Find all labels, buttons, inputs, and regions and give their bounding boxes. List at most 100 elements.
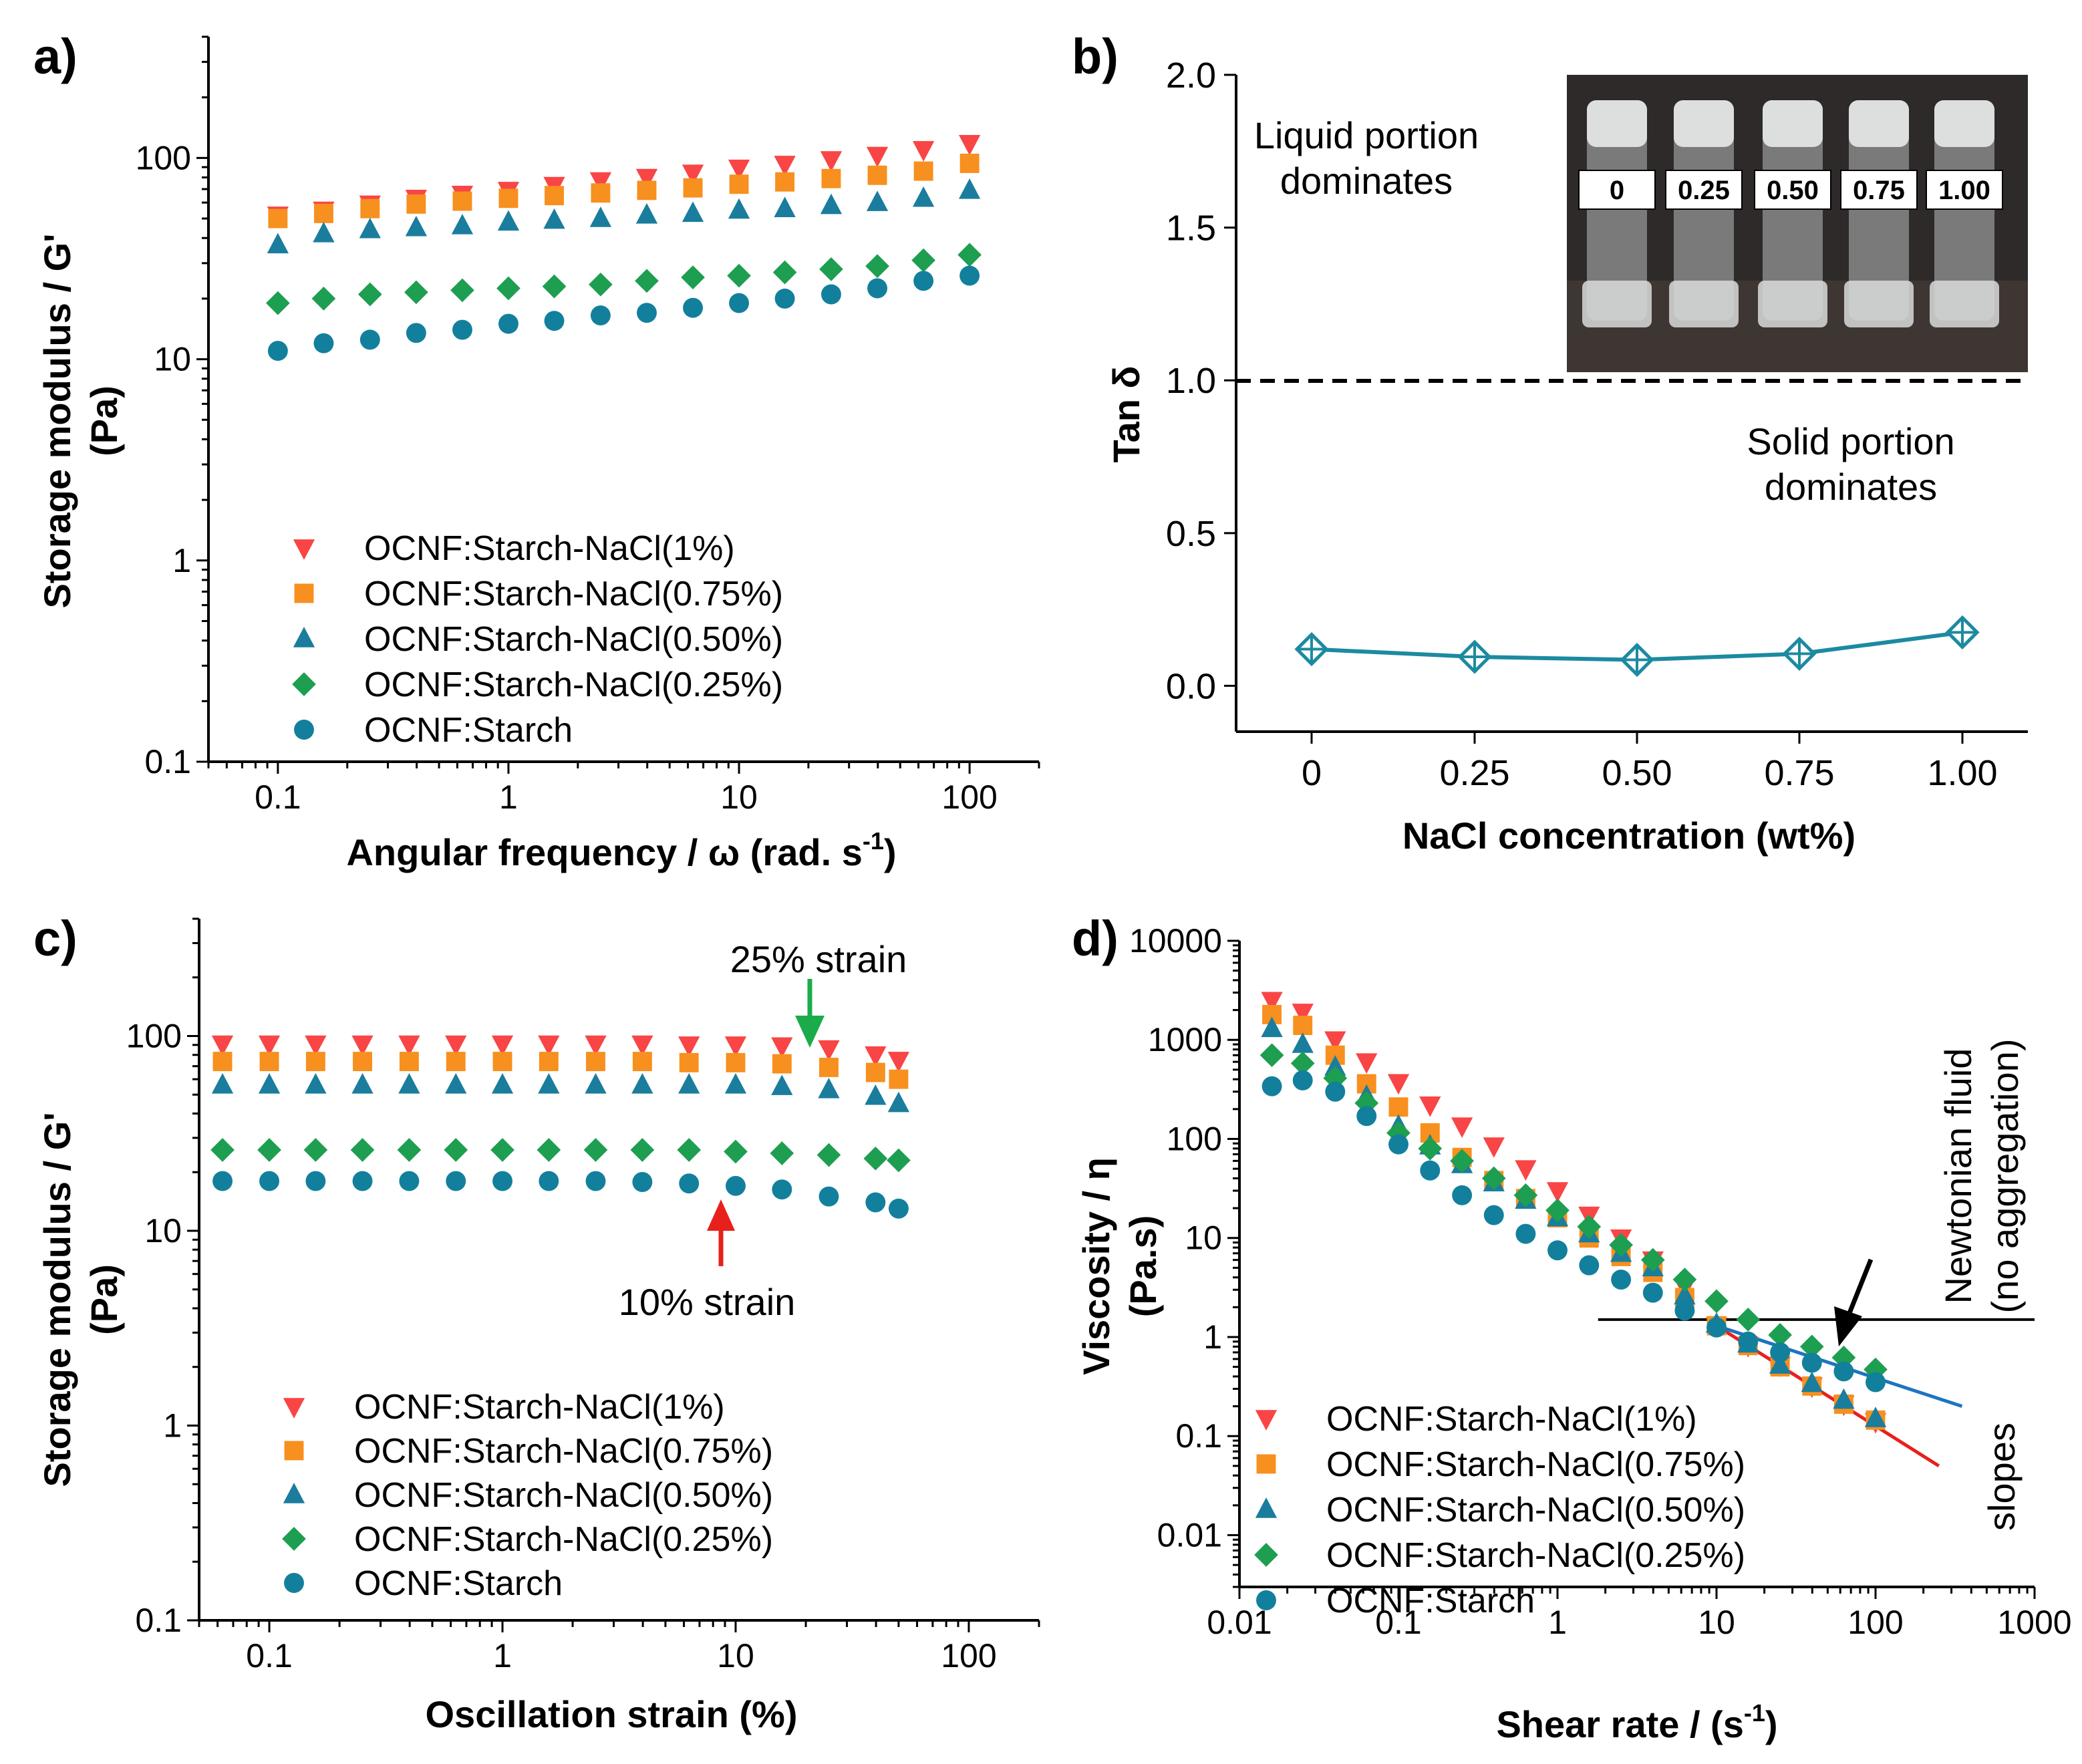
data-point: [774, 156, 796, 176]
data-point: [632, 1172, 653, 1192]
inset-vial-label-box: [1840, 170, 1918, 210]
y-tick-label: 100: [1167, 1120, 1222, 1157]
data-point: [352, 1171, 373, 1191]
data-point: [445, 1035, 467, 1056]
data-point: [821, 284, 841, 305]
data-point: [1864, 1407, 1887, 1427]
inset-vial: 0: [1578, 100, 1656, 327]
inset-vial-label: 0.75: [1853, 176, 1905, 205]
data-point: [770, 1141, 794, 1165]
data-point: [542, 274, 567, 299]
data-point: [1801, 1352, 1822, 1373]
legend-marker: [294, 720, 314, 740]
data-point: [1290, 1051, 1315, 1076]
data-point: [491, 1073, 514, 1094]
data-point: [1545, 1198, 1570, 1223]
data-point: [888, 1198, 909, 1219]
data-point: [311, 287, 336, 311]
data-point: [1292, 1004, 1314, 1024]
x-tick-label: 1.00: [1927, 753, 1997, 793]
data-point: [305, 1073, 327, 1094]
data-point: [1738, 1331, 1759, 1352]
x-tick-label: 1: [499, 778, 518, 816]
data-point: [305, 1171, 326, 1191]
y-tick-label: 1: [163, 1407, 182, 1445]
panel-b-x-axis-label: NaCl concentration (wt%): [1402, 815, 1855, 857]
data-point: [404, 280, 428, 305]
data-point: [683, 178, 703, 198]
data-point: [537, 1138, 561, 1162]
x-tick-label: 100: [941, 778, 997, 816]
y-tick-label: 1000: [1148, 1021, 1222, 1058]
data-point: [1259, 1043, 1284, 1068]
data-point: [635, 168, 658, 190]
panel-b-solid-label-2: dominates: [1765, 466, 1937, 508]
data-point: [863, 1146, 888, 1171]
data-point: [1325, 1081, 1346, 1102]
data-point: [1356, 1053, 1378, 1074]
legend-marker: [1254, 1543, 1278, 1567]
data-point: [305, 1052, 325, 1072]
data-point: [1770, 1342, 1791, 1362]
data-point: [1642, 1282, 1663, 1303]
tan-delta-point: [1457, 639, 1492, 674]
data-point: [583, 1138, 608, 1162]
panel-d-chart: 0.01 0.1 1 10 100 10000.010.1110100100010000 …: [1075, 922, 2072, 1745]
data-point: [1388, 1097, 1408, 1117]
legend-label: OCNF:Starch-NaCl(0.25%): [354, 1520, 773, 1559]
y-tick-label: 0.1: [1175, 1417, 1222, 1455]
data-point: [913, 161, 933, 181]
panel-d-axes: 0.01 0.1 1 10 100 1000 0.01 0.1 1 10 100 1000 10000: [1129, 922, 2072, 1641]
data-point: [866, 146, 889, 168]
data-point: [357, 282, 382, 307]
data-point: [1672, 1268, 1697, 1292]
data-point: [1674, 1300, 1695, 1321]
panel-a-y-axis-unit: (Pa): [83, 386, 125, 456]
data-point: [305, 1035, 327, 1056]
data-point: [589, 206, 612, 227]
panel-a-points: [266, 134, 982, 361]
tan-delta-point: [1782, 636, 1817, 671]
data-point: [359, 217, 381, 239]
data-point: [303, 1138, 328, 1162]
panel-b-y-axis-label: Tan δ: [1105, 366, 1147, 463]
inset-vial: 0.50: [1754, 100, 1831, 327]
data-point: [1388, 1134, 1408, 1155]
inset-vial-label-box: [1926, 170, 2003, 210]
inset-vial-label: 1.00: [1938, 176, 1990, 205]
data-point: [490, 1138, 514, 1162]
legend-marker: [293, 539, 315, 560]
data-point: [631, 1035, 653, 1056]
legend-label: OCNF:Starch-NaCl(0.50%): [1326, 1491, 1745, 1529]
panel-c-axes: 0.1 1 10 100 0.1 1 10 100: [126, 917, 1040, 1674]
data-point: [724, 1036, 747, 1057]
data-point: [1483, 1205, 1504, 1225]
data-point: [913, 271, 934, 291]
data-point: [1546, 1182, 1569, 1203]
data-point: [772, 1179, 792, 1200]
panel-a-x-axis-label: Angular frequency / ω (rad. s-1): [346, 827, 896, 873]
panel-c-green-annotation: 25% strain: [730, 938, 907, 980]
legend-label: OCNF:Starch-NaCl(1%): [1326, 1400, 1697, 1439]
data-point: [399, 1052, 419, 1072]
data-point: [1420, 1160, 1441, 1181]
data-point: [865, 254, 889, 279]
data-point: [212, 1171, 233, 1191]
legend-label: OCNF:Starch-NaCl(0.75%): [364, 575, 783, 613]
data-point: [635, 203, 658, 224]
legend-label: OCNF:Starch-NaCl(0.50%): [364, 620, 783, 659]
data-point: [631, 1073, 653, 1094]
data-point: [1706, 1317, 1727, 1338]
inset-vial-label: 0: [1610, 176, 1624, 205]
data-point: [911, 248, 935, 273]
y-tick-label: 10000: [1129, 922, 1222, 960]
data-point: [679, 1052, 699, 1072]
data-point: [728, 159, 750, 180]
data-point: [211, 1073, 234, 1094]
data-point: [1674, 1284, 1696, 1305]
panel-b-liquid-label-1: Liquid portion: [1254, 114, 1479, 156]
data-point: [1387, 1074, 1410, 1095]
